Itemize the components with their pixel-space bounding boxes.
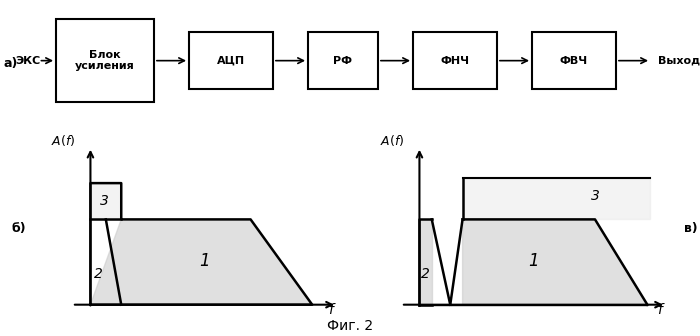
Text: 3: 3 bbox=[591, 189, 599, 203]
Text: f: f bbox=[328, 303, 333, 317]
Text: 2: 2 bbox=[421, 267, 430, 281]
Text: 2: 2 bbox=[94, 267, 103, 281]
Text: Фиг. 2: Фиг. 2 bbox=[327, 319, 373, 333]
Text: 1: 1 bbox=[199, 252, 210, 270]
Text: ЭКС: ЭКС bbox=[15, 56, 41, 66]
Text: 1: 1 bbox=[528, 252, 539, 270]
Bar bbox=[308, 32, 378, 89]
Text: $A(f)$: $A(f)$ bbox=[379, 133, 404, 148]
Text: АЦП: АЦП bbox=[217, 56, 245, 66]
Text: f: f bbox=[657, 303, 662, 317]
Text: ФВЧ: ФВЧ bbox=[560, 56, 588, 66]
Polygon shape bbox=[463, 219, 648, 305]
Text: 3: 3 bbox=[100, 194, 108, 208]
Text: $A(f)$: $A(f)$ bbox=[50, 133, 75, 148]
Polygon shape bbox=[419, 219, 432, 305]
Text: ФНЧ: ФНЧ bbox=[440, 56, 470, 66]
Text: Выход: Выход bbox=[658, 56, 700, 66]
Bar bbox=[532, 32, 616, 89]
Text: РФ: РФ bbox=[333, 56, 353, 66]
Polygon shape bbox=[90, 219, 312, 305]
Polygon shape bbox=[463, 178, 650, 219]
Text: в): в) bbox=[685, 222, 698, 235]
Bar bbox=[189, 32, 273, 89]
Bar bbox=[56, 19, 154, 102]
Polygon shape bbox=[90, 183, 121, 219]
Bar bbox=[413, 32, 497, 89]
Text: Блок
усиления: Блок усиления bbox=[75, 50, 135, 72]
Text: а): а) bbox=[4, 57, 18, 70]
Text: б): б) bbox=[11, 222, 26, 235]
